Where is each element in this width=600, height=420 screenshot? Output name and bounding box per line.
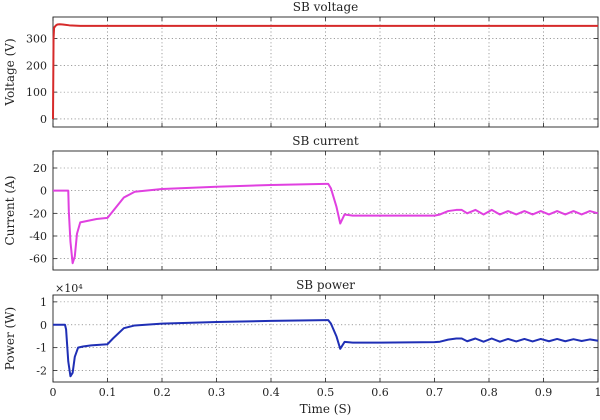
series-line [52,23,598,119]
x-tick-label: 0.2 [153,386,171,399]
y-tick-label: 200 [26,59,47,72]
x-tick-label: 0.6 [371,386,389,399]
x-tick-label: 0.8 [480,386,498,399]
y-axis-label: Voltage (V) [3,38,17,106]
y-tick-label: -1 [36,342,47,355]
series-line [53,182,599,265]
x-tick-label: 0 [50,386,57,399]
x-tick-label: 0.4 [262,386,280,399]
chart-panel-3: -2 -1 0 1 0 0.1 0.2 0.3 0.4 0.5 0.6 0.7 0.8 0.9 1 ×10⁴ S… [3,278,600,416]
y-axis-label: Current (A) [3,176,17,246]
y-tick-label: 0 [40,185,47,198]
y-tick-label: 0 [40,113,47,126]
y-tick-label: -2 [36,365,47,378]
y-tick-label: 100 [26,86,47,99]
y-tick-label: -20 [29,207,47,220]
y-tick-label: -40 [29,230,47,243]
x-tick-label: 0.3 [208,386,226,399]
x-tick-label: 0.9 [535,386,553,399]
grid [53,17,598,127]
chart-title: SB power [296,278,355,292]
x-tick-label: 0.7 [426,386,444,399]
x-axis-label: Time (S) [300,402,352,416]
x-tick-label: 0.1 [99,386,117,399]
series-line [53,319,599,378]
grid [53,295,598,382]
y-tick-label: 0 [40,319,47,332]
y-axis-label: Power (W) [3,307,17,370]
y-tick-label: 20 [33,162,47,175]
y-multiplier-label: ×10⁴ [55,282,83,295]
x-tick-label: 0.5 [317,386,335,399]
chart-title: SB voltage [293,0,358,14]
y-tick-label: 300 [26,32,47,45]
chart-title: SB current [292,134,359,148]
y-tick-label: 1 [40,296,47,309]
chart-panel-1: 0 100 200 300 SB voltage Voltage (V) [3,0,599,128]
x-tick-label: 1 [595,386,600,399]
y-tick-label: -60 [29,253,47,266]
chart-panel-2: -60 -40 -20 0 20 SB current Current (A) [3,134,599,271]
